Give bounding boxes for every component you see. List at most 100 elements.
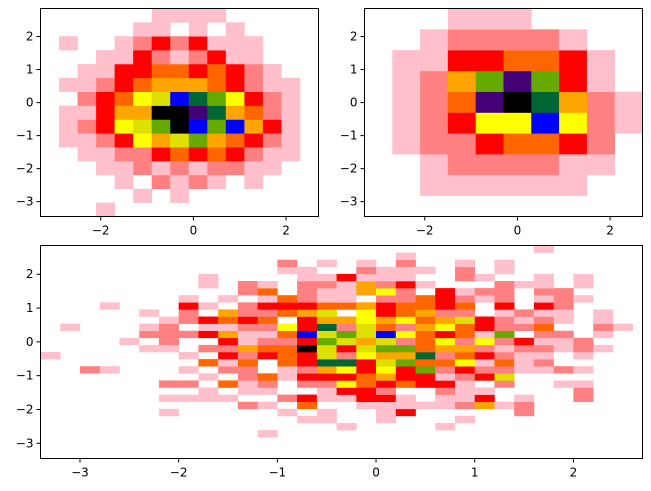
heatmap-cell <box>133 119 152 134</box>
heatmap-cell <box>198 316 219 324</box>
heatmap-cell <box>573 366 594 374</box>
heatmap-cell <box>133 147 152 162</box>
heatmap-cell <box>336 380 357 388</box>
heatmap-cell <box>531 70 560 92</box>
heatmap-cell <box>244 36 264 51</box>
heatmap-cell <box>475 91 504 113</box>
heatmap-cell <box>420 112 449 134</box>
heatmap-cell <box>316 415 337 424</box>
heatmap-cell <box>225 105 245 120</box>
heatmap-cell <box>420 133 449 155</box>
heatmap-cell <box>435 323 456 331</box>
heatmap-cell <box>454 415 476 424</box>
heatmap-cell <box>257 295 278 303</box>
heatmap-cell <box>158 408 179 417</box>
heatmap-cell <box>514 316 535 324</box>
heatmap-cell <box>277 266 298 275</box>
heatmap-cell <box>316 352 337 360</box>
heatmap-cell <box>316 259 337 268</box>
heatmap-cell <box>435 330 456 339</box>
heatmap-cell <box>151 8 171 23</box>
heatmap-cell <box>415 295 436 303</box>
heatmap-cell <box>207 161 227 176</box>
heatmap-cell <box>158 380 179 388</box>
heatmap-cell <box>475 112 504 134</box>
heatmap-cell <box>612 323 633 331</box>
heatmap-cell <box>225 50 245 65</box>
heatmap-cell <box>533 344 554 353</box>
heatmap-cell <box>494 380 515 388</box>
heatmap-cell <box>262 105 282 120</box>
heatmap-cell <box>188 36 208 51</box>
heatmap-cell <box>237 302 258 310</box>
heatmap-cell <box>139 323 160 331</box>
heatmap-cell <box>454 330 476 339</box>
heatmap-cell <box>392 70 421 92</box>
heatmap-cell <box>447 70 476 92</box>
heatmap-cell <box>474 330 495 339</box>
heatmap-cell <box>494 337 515 346</box>
heatmap-cell <box>316 394 337 402</box>
heatmap-cell <box>114 119 134 134</box>
heatmap-cell <box>316 302 337 310</box>
heatmap-cell <box>559 91 588 113</box>
heatmap-cell <box>553 302 574 310</box>
heatmap-cell <box>454 401 476 410</box>
x-tick-label: −2 <box>92 224 110 238</box>
heatmap-cell <box>114 147 134 162</box>
heatmap-cell <box>133 22 152 37</box>
heatmap-cell <box>297 401 318 410</box>
heatmap-cell <box>59 77 78 92</box>
y-tick-label: −2 <box>16 402 34 416</box>
heatmap-cell <box>336 316 357 324</box>
heatmap-cell <box>395 380 416 388</box>
heatmap-cell <box>336 344 357 353</box>
heatmap-cell <box>503 91 532 113</box>
heatmap-cell <box>96 105 115 120</box>
heatmap-cell <box>297 288 318 296</box>
heatmap-cell <box>494 295 515 303</box>
heatmap-cell <box>435 387 456 395</box>
heatmap-cell <box>475 70 504 92</box>
heatmap-cell <box>77 133 97 148</box>
heatmap-cell <box>593 323 614 331</box>
heatmap-cell <box>494 352 515 360</box>
heatmap-cell <box>376 323 397 331</box>
heatmap-cell <box>514 359 535 367</box>
heatmap-cell <box>336 394 357 402</box>
heatmap-cell <box>244 133 264 148</box>
heatmap-cell <box>151 91 171 106</box>
heatmap-cell <box>376 266 397 275</box>
heatmap-cell <box>395 288 416 296</box>
heatmap-cell <box>336 352 357 360</box>
heatmap-cell <box>376 281 397 289</box>
heatmap-cell <box>447 133 476 155</box>
heatmap-cell <box>503 112 532 134</box>
heatmap-bottom: −3 −2 −1 0 1 2 −3 −2 −1 0 1 2 <box>16 245 643 480</box>
heatmap-cell <box>494 266 515 275</box>
y-tick-label: 1 <box>350 63 358 77</box>
axis-ticks: −2 0 2 −3 −2 −1 0 1 2 <box>340 30 614 238</box>
heatmap-cell <box>356 266 377 275</box>
heatmap-cell <box>198 344 219 353</box>
heatmap-cell <box>435 380 456 388</box>
heatmap-cell <box>277 366 298 374</box>
heatmap-cell <box>139 344 160 353</box>
heatmap-cell <box>533 352 554 360</box>
heatmap-cell <box>297 415 318 424</box>
y-tick-label: −1 <box>16 369 34 383</box>
heatmap-cell <box>77 147 97 162</box>
heatmap-cell <box>297 316 318 324</box>
heatmap-cell <box>96 202 115 217</box>
heatmap-cell <box>225 147 245 162</box>
heatmap-cell <box>474 323 495 331</box>
heatmap-cell <box>415 309 436 317</box>
heatmap-cell <box>415 366 436 374</box>
heatmap-cell <box>297 344 318 353</box>
heatmap-cell <box>262 63 282 79</box>
heatmap-cell <box>553 288 574 296</box>
heatmap-cell <box>447 174 476 196</box>
heatmap-cell <box>257 337 278 346</box>
heatmap-cell <box>198 281 219 289</box>
heatmap-cell <box>77 119 97 134</box>
